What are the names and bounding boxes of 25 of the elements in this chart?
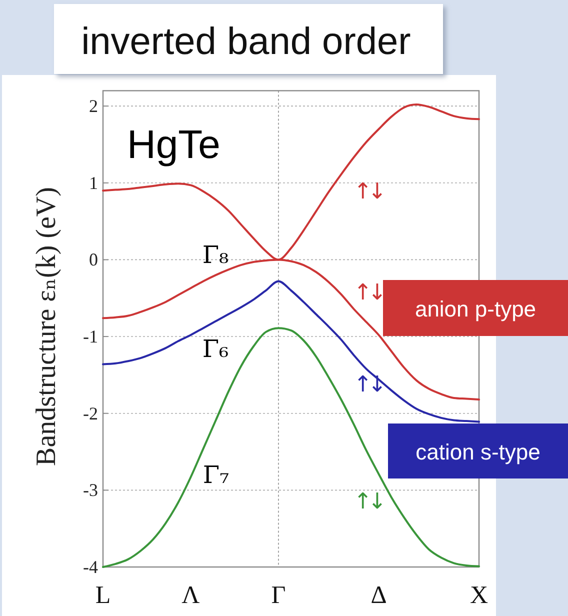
y-tick-label: -1 [83, 326, 98, 347]
series-label: anion p-type [414, 296, 536, 322]
line-series [102, 327, 480, 568]
x-tick-label: Δ [370, 582, 387, 609]
y-tick-label: 0 [89, 250, 98, 270]
annotation: ↑↓ [354, 180, 382, 204]
chart-title: inverted band order [81, 21, 412, 63]
annotation: ↑↓ [354, 372, 382, 398]
y-tick-label: -4 [83, 557, 98, 577]
annotation: Γ₆ [202, 335, 229, 363]
x-tick-label: L [95, 582, 111, 609]
series-label: cation s-type [416, 440, 540, 464]
x-tick-label: Λ [182, 582, 200, 609]
annotation: ↑↓ [354, 490, 382, 514]
x-tick-label: X [470, 582, 488, 609]
y-axis-title: Bandstructure εₙ(k) (eV) [31, 187, 62, 466]
y-tick-label: -2 [83, 403, 98, 424]
y-tick-label: 2 [89, 96, 98, 116]
y-tick-label: -3 [83, 480, 98, 500]
y-tick-label: 1 [89, 172, 98, 193]
annotation: Γ₇ [202, 461, 230, 489]
annotation: Γ₈ [202, 241, 229, 269]
annotation: ↑↓ [354, 280, 382, 306]
annotation: HgTe [127, 123, 220, 167]
x-tick-label: Γ [271, 582, 286, 609]
